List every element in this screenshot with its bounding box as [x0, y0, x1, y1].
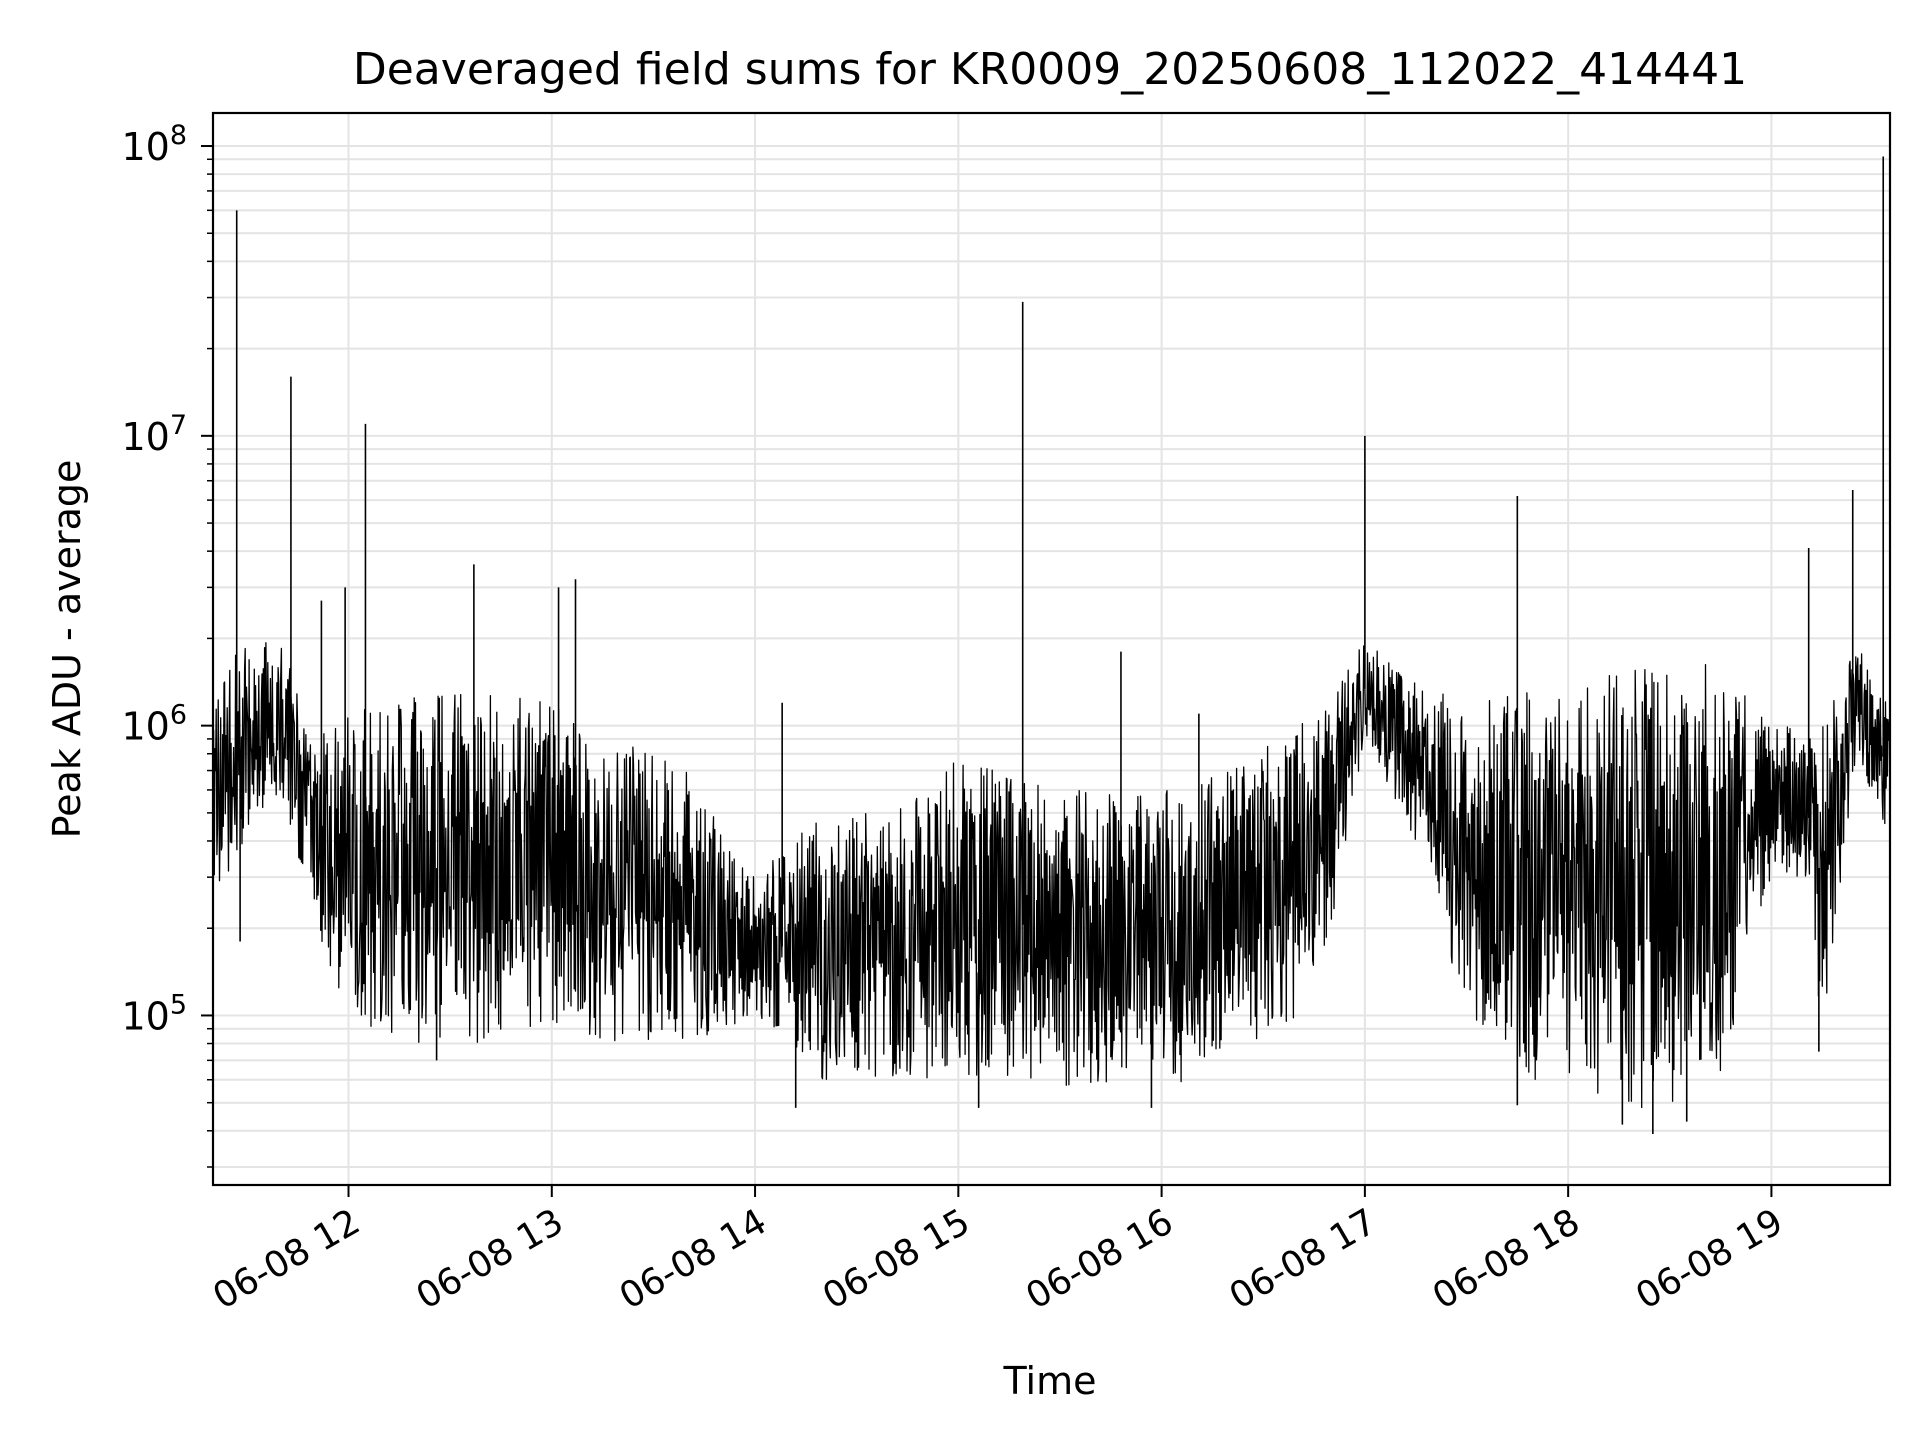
chart-title: Deaveraged field sums for KR0009_2025060…: [353, 44, 1747, 95]
y-tick-base: 10: [121, 994, 169, 1038]
y-tick-label: 105: [121, 989, 187, 1038]
y-tick-base: 10: [121, 415, 169, 459]
plot-area-frame: [211, 111, 1892, 1187]
y-tick-exponent: 7: [170, 410, 187, 441]
series-layer: [212, 156, 1891, 1134]
x-axis-label: Time: [1003, 1359, 1097, 1403]
y-tick-base: 10: [121, 125, 169, 169]
y-tick-exponent: 8: [170, 120, 187, 151]
y-tick-exponent: 6: [170, 700, 187, 731]
y-tick-label: 107: [121, 410, 187, 459]
y-tick-label: 108: [121, 120, 187, 169]
y-tick-exponent: 5: [170, 989, 187, 1020]
y-tick-base: 10: [121, 705, 169, 749]
series-line: [212, 642, 1891, 1109]
y-axis-label: Peak ADU - average: [45, 460, 89, 839]
y-tick-label: 106: [121, 700, 187, 749]
